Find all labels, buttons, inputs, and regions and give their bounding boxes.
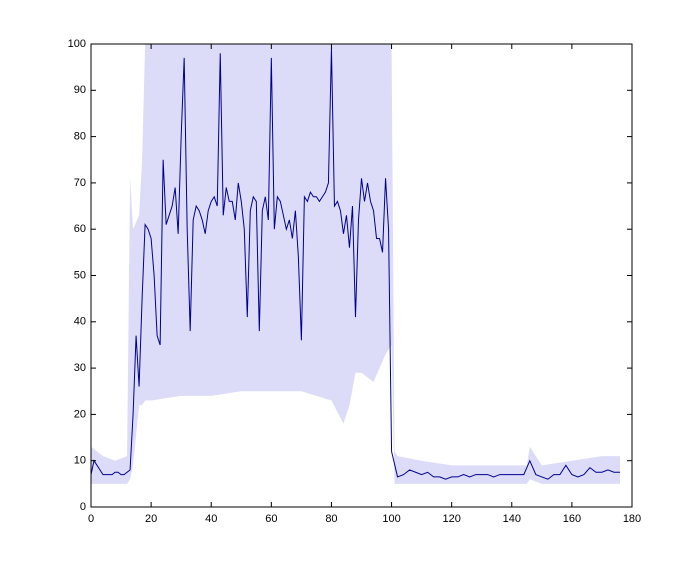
y-tick-label: 0 <box>80 501 86 513</box>
y-tick-label: 50 <box>74 269 86 281</box>
y-tick-label: 90 <box>74 84 86 96</box>
x-tick-label: 100 <box>382 513 400 525</box>
x-tick-label: 80 <box>325 513 337 525</box>
x-tick-label: 40 <box>205 513 217 525</box>
y-tick-label: 10 <box>74 455 86 467</box>
y-tick-label: 100 <box>68 38 86 50</box>
y-tick-label: 40 <box>74 316 86 328</box>
x-tick-label: 160 <box>563 513 581 525</box>
confidence-band <box>91 44 620 484</box>
y-tick-label: 20 <box>74 408 86 420</box>
y-tick-label: 60 <box>74 223 86 235</box>
x-tick-label: 60 <box>265 513 277 525</box>
data-line <box>91 48 620 480</box>
y-tick-label: 70 <box>74 177 86 189</box>
x-tick-label: 140 <box>503 513 521 525</box>
x-tick-label: 20 <box>145 513 157 525</box>
x-tick-label: 180 <box>623 513 641 525</box>
x-tick-label: 0 <box>88 513 94 525</box>
y-tick-label: 80 <box>74 131 86 143</box>
x-tick-label: 120 <box>442 513 460 525</box>
plot-content <box>91 44 620 484</box>
axes: 0 20 40 60 80 100 120 140 160 180 0 10 20 30 40 50 60 70 8… <box>68 38 642 525</box>
y-tick-label: 30 <box>74 362 86 374</box>
